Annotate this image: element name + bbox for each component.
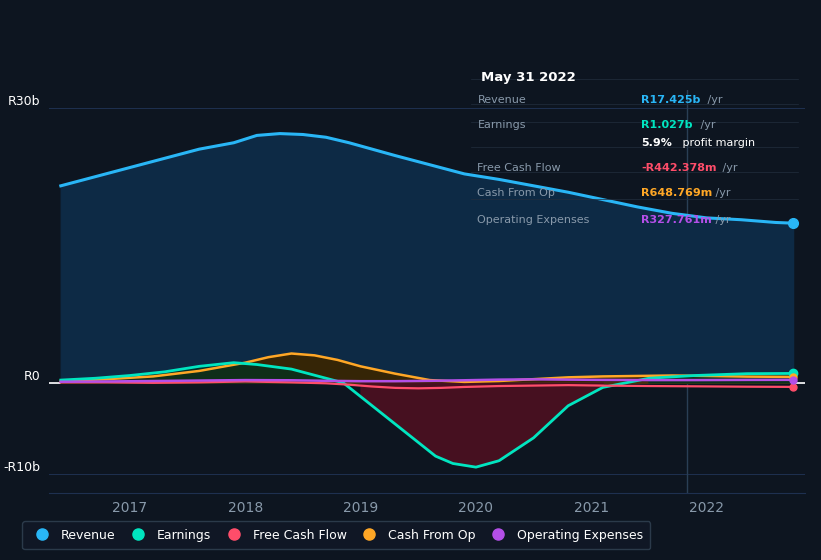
Text: R327.761m: R327.761m [641, 214, 712, 225]
Text: R30b: R30b [7, 95, 40, 108]
Text: May 31 2022: May 31 2022 [481, 71, 576, 85]
Text: /yr: /yr [712, 188, 731, 198]
Text: /yr: /yr [712, 214, 731, 225]
Text: R0: R0 [23, 370, 40, 383]
Text: /yr: /yr [704, 95, 723, 105]
Text: /yr: /yr [719, 163, 738, 172]
Text: Earnings: Earnings [478, 120, 526, 130]
Text: profit margin: profit margin [678, 138, 754, 148]
Text: Cash From Op: Cash From Op [478, 188, 555, 198]
Text: 5.9%: 5.9% [641, 138, 672, 148]
Text: R648.769m: R648.769m [641, 188, 713, 198]
Text: -R10b: -R10b [3, 461, 40, 474]
Text: Free Cash Flow: Free Cash Flow [478, 163, 561, 172]
Text: Operating Expenses: Operating Expenses [478, 214, 589, 225]
Text: Revenue: Revenue [478, 95, 526, 105]
Text: R17.425b: R17.425b [641, 95, 700, 105]
Text: -R442.378m: -R442.378m [641, 163, 717, 172]
Text: /yr: /yr [697, 120, 715, 130]
Text: R1.027b: R1.027b [641, 120, 693, 130]
Legend: Revenue, Earnings, Free Cash Flow, Cash From Op, Operating Expenses: Revenue, Earnings, Free Cash Flow, Cash … [22, 521, 650, 549]
